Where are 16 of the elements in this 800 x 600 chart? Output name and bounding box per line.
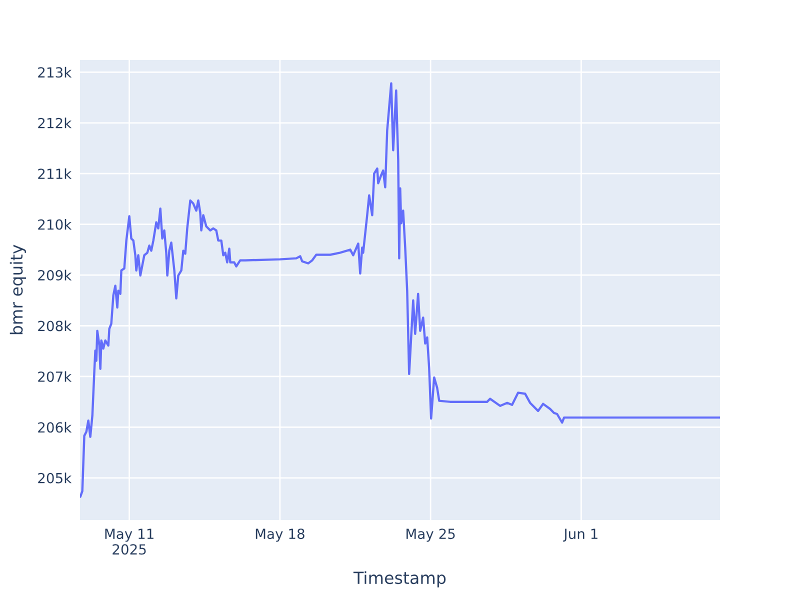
x-tick-label: May 18 [256,528,304,542]
y-tick-label: 213k [38,66,72,78]
y-tick-label: 209k [38,270,72,281]
y-tick-label: 208k [38,320,72,332]
y-tick-label: 205k [38,472,72,484]
y-axis-title: bmr equity [10,244,26,334]
x-tick-label: May 11 2025 [105,528,154,555]
y-tick-label: 211k [38,168,72,179]
y-tick-label: 207k [38,371,72,382]
x-tick-label: Jun 1 [563,528,598,542]
x-axis-title: Timestamp [353,571,446,588]
y-tick-label: 206k [38,422,72,433]
y-tick-label: 210k [38,219,72,230]
line-series [80,82,720,498]
y-tick-label: 212k [38,118,72,128]
x-tick-label: May 25 [406,528,455,542]
